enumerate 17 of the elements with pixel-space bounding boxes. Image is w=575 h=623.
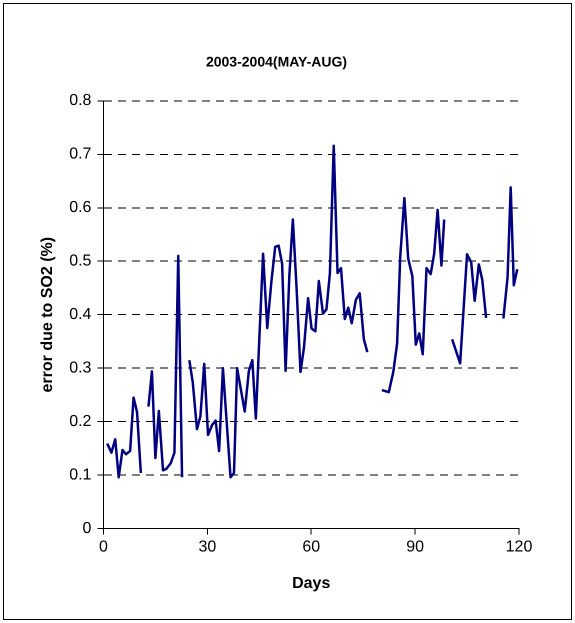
y-axis-title: error due to SO2 (%) xyxy=(39,236,56,392)
y-tick-label: 0.6 xyxy=(69,199,92,216)
y-tick-label: 0.4 xyxy=(69,306,92,324)
y-tick-label: 0.8 xyxy=(69,92,92,110)
y-tick-label: 0 xyxy=(82,520,92,538)
chart-title: 2003-2004(MAY-AUG) xyxy=(206,53,348,70)
y-tick-label: 0.2 xyxy=(69,413,92,430)
x-tick-label: 60 xyxy=(302,538,320,556)
y-tick-label: 0.3 xyxy=(69,360,92,377)
x-tick-label: 30 xyxy=(198,538,216,556)
y-tick-label: 0.7 xyxy=(69,146,92,163)
y-tick-label: 0.1 xyxy=(69,466,92,484)
x-tick-label: 0 xyxy=(98,538,108,556)
x-tick-label: 90 xyxy=(406,538,424,556)
y-tick-label: 0.5 xyxy=(69,252,92,270)
x-axis-title: Days xyxy=(292,574,330,592)
x-tick-label: 120 xyxy=(506,538,532,556)
